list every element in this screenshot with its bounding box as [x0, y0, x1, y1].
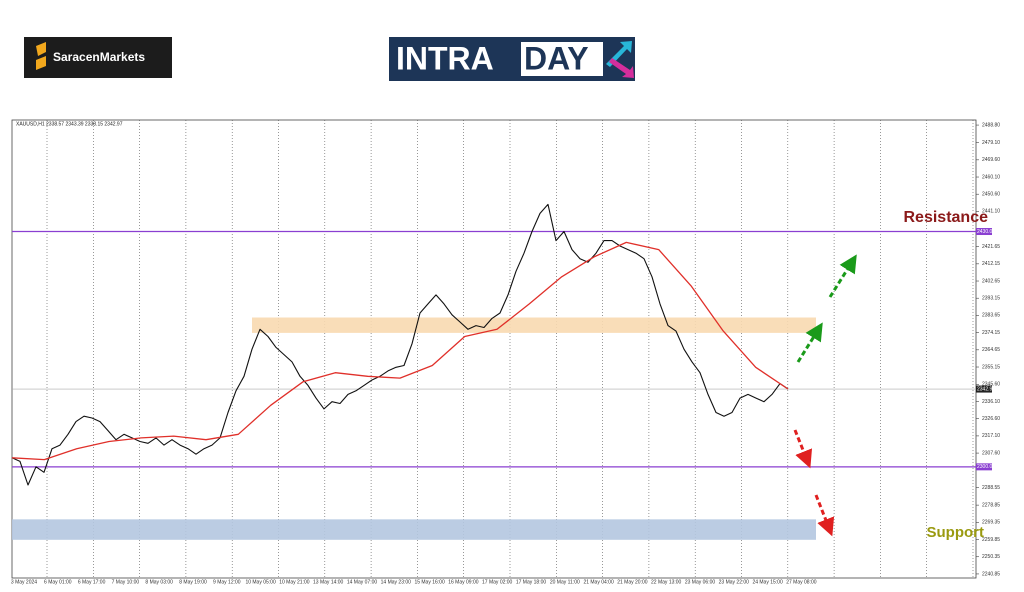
y-tick-label: 2326.60 [982, 416, 1000, 422]
x-tick-label: 23 May 22:00 [719, 579, 750, 585]
level-label: 2430.00 [977, 229, 995, 235]
x-tick-label: 13 May 14:00 [313, 579, 344, 585]
resistance-label: Resistance [904, 209, 989, 226]
y-tick-label: 2364.65 [982, 347, 1000, 353]
y-tick-label: 2488.80 [982, 122, 1000, 128]
bearish-arrow [793, 429, 813, 469]
bullish-arrow [828, 254, 857, 298]
y-tick-label: 2269.35 [982, 520, 1000, 526]
x-tick-label: 22 May 13:00 [651, 579, 682, 585]
x-tick-label: 17 May 18:00 [516, 579, 547, 585]
x-tick-label: 16 May 09:00 [448, 579, 479, 585]
current-label: 2342.97 [977, 386, 995, 392]
y-tick-label: 2402.65 [982, 278, 1000, 284]
x-tick-label: 10 May 21:00 [279, 579, 310, 585]
banner-text: DAY [524, 40, 589, 76]
bearish-arrow [814, 494, 835, 537]
x-tick-label: 3 May 2024 [11, 579, 37, 585]
y-tick-label: 2450.60 [982, 192, 1000, 198]
y-tick-label: 2240.85 [982, 571, 1000, 577]
x-tick-label: 20 May 11:00 [550, 579, 580, 585]
bullish-arrow [796, 322, 823, 363]
x-tick-label: 9 May 12:00 [213, 579, 241, 585]
level-tag [976, 228, 992, 236]
x-tick-label: 14 May 07:00 [347, 579, 378, 585]
brand-name: SaracenMarkets [53, 50, 145, 64]
x-tick-label: 15 May 16:00 [414, 579, 445, 585]
level-label: 2300.00 [977, 464, 995, 470]
y-tick-label: 2393.15 [982, 296, 1000, 302]
x-tick-label: 6 May 01:00 [44, 579, 72, 585]
x-tick-label: 6 May 17:00 [78, 579, 106, 585]
x-tick-label: 21 May 04:00 [583, 579, 614, 585]
current-tag [976, 385, 992, 393]
y-tick-label: 2259.85 [982, 537, 1000, 543]
banner-highlight [521, 42, 603, 76]
y-tick-label: 2421.65 [982, 244, 1000, 250]
y-tick-label: 2374.15 [982, 330, 1000, 336]
y-tick-label: 2441.10 [982, 209, 1000, 215]
brand-icon [36, 42, 46, 70]
y-tick-label: 2412.15 [982, 261, 1000, 267]
x-tick-label: 23 May 06:00 [685, 579, 716, 585]
x-tick-label: 21 May 20:00 [617, 579, 648, 585]
level-tag [976, 463, 992, 471]
banner-text: INTRA [396, 40, 494, 76]
x-tick-label: 14 May 23:00 [381, 579, 412, 585]
x-tick-label: 8 May 19:00 [179, 579, 207, 585]
y-tick-label: 2317.10 [982, 433, 1000, 439]
y-tick-label: 2288.55 [982, 485, 1000, 491]
y-tick-label: 2307.60 [982, 450, 1000, 456]
x-tick-label: 17 May 02:00 [482, 579, 513, 585]
y-tick-label: 2278.85 [982, 502, 1000, 508]
y-tick-label: 2336.10 [982, 399, 1000, 405]
y-tick-label: 2345.60 [982, 382, 1000, 388]
plot-frame [11, 119, 977, 579]
x-tick-label: 7 May 10:00 [112, 579, 140, 585]
y-tick-label: 2250.35 [982, 554, 1000, 560]
x-tick-label: 8 May 03:00 [145, 579, 173, 585]
y-tick-label: 2479.10 [982, 140, 1000, 146]
banner-arrow [609, 58, 634, 78]
y-tick-label: 2469.60 [982, 157, 1000, 163]
brand-logo [24, 37, 172, 78]
x-tick-label: 27 May 08:00 [786, 579, 817, 585]
zone [252, 317, 816, 333]
moving-average [11, 241, 789, 461]
x-tick-label: 24 May 15:00 [752, 579, 783, 585]
support-label: Support [927, 524, 985, 541]
y-tick-label: 2383.65 [982, 313, 1000, 319]
x-tick-label: 10 May 05:00 [245, 579, 276, 585]
price-line [11, 203, 789, 486]
plot: 2488.80 2479.10 2469.60 2460.10 2450.60 2441.… [11, 120, 1000, 585]
y-tick-label: 2460.10 [982, 174, 1000, 180]
y-tick-label: 2355.15 [982, 364, 1000, 370]
zone [12, 519, 816, 540]
chart-header: XAUUSD,H1 2338.57 2343.39 2338.15 2342.9… [16, 121, 123, 127]
